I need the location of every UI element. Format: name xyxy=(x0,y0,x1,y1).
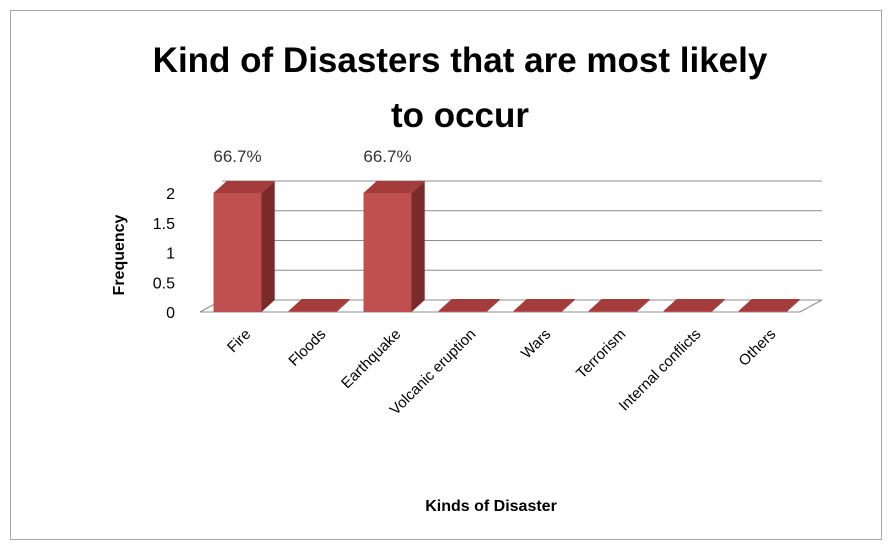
bar-top xyxy=(363,181,425,193)
x-axis-title: Kinds of Disaster xyxy=(425,498,557,515)
data-label: 66.7% xyxy=(213,147,261,166)
x-category-label: Floods xyxy=(285,326,329,370)
y-axis-title: Frequency xyxy=(111,214,128,295)
bar-side xyxy=(711,299,725,312)
bar-side xyxy=(786,299,800,312)
y-tick-label: 0.5 xyxy=(153,275,175,292)
bar xyxy=(438,311,487,312)
bar-side xyxy=(636,299,650,312)
bar-side xyxy=(261,181,275,312)
bar xyxy=(588,311,637,312)
x-category-label: Terrorism xyxy=(573,326,629,382)
y-tick-label: 1.5 xyxy=(153,216,175,233)
x-category-label: Internal conflicts xyxy=(616,326,705,415)
bar xyxy=(363,193,412,312)
y-tick-label: 0 xyxy=(166,305,175,322)
bar-side xyxy=(411,181,425,312)
x-category-label: Earthquake xyxy=(338,326,404,392)
chart-title-line-1: Kind of Disasters that are most likely xyxy=(153,41,768,80)
bar-side xyxy=(561,299,575,312)
chart-title-line-2: to occur xyxy=(391,96,529,135)
x-category-label: Wars xyxy=(518,326,554,362)
data-label: 66.7% xyxy=(363,147,411,166)
y-axis-ticks: 0 0.5 1 1.5 2 xyxy=(153,186,175,322)
bar-side xyxy=(336,299,350,312)
bar xyxy=(663,311,712,312)
x-category-label: Others xyxy=(735,326,779,370)
bar-top xyxy=(588,299,650,311)
bar xyxy=(738,311,787,312)
bar xyxy=(213,193,262,312)
bar xyxy=(288,311,337,312)
chart-frame xyxy=(10,10,882,540)
bar-top xyxy=(738,299,800,311)
bar-top xyxy=(663,299,725,311)
bar-top xyxy=(513,299,575,311)
bar-side xyxy=(486,299,500,312)
y-tick-label: 2 xyxy=(166,186,175,203)
gridlines xyxy=(199,180,823,313)
bar-top xyxy=(288,299,350,311)
bar xyxy=(513,311,562,312)
x-category-label: Fire xyxy=(224,326,254,356)
bar-top xyxy=(438,299,500,311)
bar-top xyxy=(213,181,275,193)
y-tick-label: 1 xyxy=(166,246,175,263)
bars xyxy=(213,181,800,312)
data-labels: 66.7% 66.7% xyxy=(213,147,411,166)
